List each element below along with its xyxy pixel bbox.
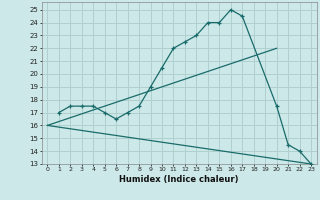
X-axis label: Humidex (Indice chaleur): Humidex (Indice chaleur)	[119, 175, 239, 184]
